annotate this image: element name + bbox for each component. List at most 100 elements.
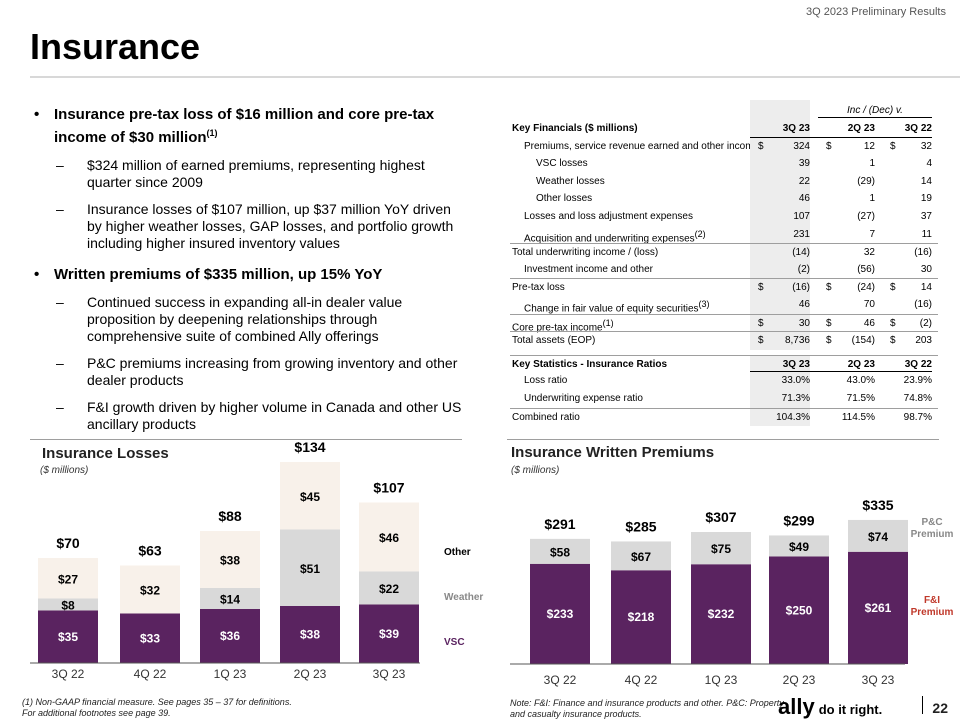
financials-row: Core pre-tax income(1) 30 $46 $ (2) $ <box>510 313 938 333</box>
bar-vsc-3q22 <box>38 610 98 663</box>
logo-wordmark: ally <box>778 694 815 719</box>
row-label-text: Losses and loss adjustment expenses <box>524 210 693 222</box>
cell-v3: (2) <box>919 317 932 329</box>
bar-value-label: $218 <box>628 610 655 624</box>
bullet-text: Written premiums of $335 million, up 15%… <box>54 266 383 283</box>
key-financials-table: Inc / (Dec) v. Key Financials ($ millions… <box>510 100 938 427</box>
row-label-text: Acquisition and underwriting expenses <box>524 232 695 244</box>
cell-v1: 33.0% <box>750 372 810 390</box>
bar-value-label: $67 <box>631 550 651 564</box>
cell-v2: (154) <box>851 335 875 347</box>
row-label-text: Change in fair value of equity securitie… <box>524 303 699 315</box>
cell-v1: 8,736 <box>750 332 810 350</box>
bar-value-label: $27 <box>58 572 78 586</box>
cell-v3: 14 <box>920 282 932 294</box>
cell-v3: 14 <box>920 175 932 187</box>
financials-row: Premiums, service revenue earned and oth… <box>510 137 938 156</box>
cell-v3: (16) <box>914 298 932 310</box>
bar-total-label: $70 <box>56 535 80 551</box>
x-tick-label: 1Q 23 <box>705 673 738 687</box>
cell-v1: 46 <box>750 295 810 314</box>
bullet-sub: Insurance losses of $107 million, up $37… <box>34 201 464 252</box>
losses-chart-subtitle: ($ millions) <box>40 465 89 476</box>
bar-value-label: $250 <box>786 603 813 617</box>
legend-label: Premium <box>911 529 954 540</box>
dollar-sign: $ <box>890 140 896 152</box>
bar-f-i-premium-1q23 <box>691 564 751 664</box>
bar-vsc-3q23 <box>359 604 419 663</box>
cell-v3: 19 <box>920 193 932 205</box>
bar-vsc-1q23 <box>200 609 260 663</box>
financials-row: Investment income and other (2) (56) 30 <box>510 260 938 279</box>
bar-total-label: $107 <box>373 480 404 496</box>
x-tick-label: 1Q 23 <box>214 667 247 681</box>
dollar-sign: $ <box>758 140 764 152</box>
bar-value-label: $51 <box>300 562 320 576</box>
dollar-sign: $ <box>890 282 896 294</box>
bar-other-4q22 <box>120 565 180 614</box>
row-label: Pre-tax loss <box>512 279 565 297</box>
page-number: 22 <box>932 700 948 716</box>
bar-vsc-2q23 <box>280 606 340 663</box>
cell-v1: 107 <box>750 207 810 226</box>
cell-v3: 74.8% <box>903 392 932 404</box>
bullet-sub: $324 million of earned premiums, represe… <box>34 157 464 191</box>
header-underline <box>750 136 932 138</box>
cell-v1: 46 <box>750 190 810 208</box>
cell-v1: 231 <box>750 225 810 244</box>
bar-value-label: $46 <box>379 531 399 545</box>
financials-row: Losses and loss adjustment expenses 107 (2… <box>510 207 938 226</box>
x-tick-label: 2Q 23 <box>294 667 327 681</box>
bar-p-c-premium-2q23 <box>769 535 829 557</box>
bar-value-label: $35 <box>58 630 78 644</box>
row-label: Total underwriting income / (loss) <box>512 244 658 262</box>
cell-v3: 203 <box>915 335 932 347</box>
row-label-text: Investment income and other <box>524 263 653 275</box>
inc-dec-header-row: Inc / (Dec) v. <box>510 100 938 120</box>
bar-p-c-premium-1q23 <box>691 531 751 565</box>
financials-header-row: Key Financials ($ millions) 3Q 23 2Q 23 3Q … <box>510 120 938 138</box>
cell-v1: (14) <box>750 244 810 262</box>
bar-f-i-premium-4q22 <box>611 570 671 664</box>
bar-weather-1q23 <box>200 588 260 609</box>
bar-other-2q23 <box>280 462 340 530</box>
col-header-2q23: 2Q 23 <box>847 123 875 134</box>
bar-value-label: $8 <box>61 599 75 613</box>
bullet-sub: P&C premiums increasing from growing inv… <box>34 355 464 389</box>
bar-p-c-premium-4q22 <box>611 541 671 571</box>
financials-row: Total assets (EOP) 8,736 $ (154) $203 $ <box>510 331 938 350</box>
footnote-left: (1) Non-GAAP financial measure. See page… <box>22 697 292 719</box>
cell-v2: 46 <box>863 317 875 329</box>
dollar-sign: $ <box>826 282 832 294</box>
row-label: Loss ratio <box>524 375 568 387</box>
statistics-header-row: Key Statistics - Insurance Ratios 3Q 23 2Q… <box>510 354 938 374</box>
bar-f-i-premium-3q23 <box>848 551 908 664</box>
bar-total-label: $63 <box>138 543 162 559</box>
row-label: Change in fair value of equity securitie… <box>524 296 710 318</box>
row-label-text: VSC losses <box>536 158 588 170</box>
dollar-sign: $ <box>758 317 764 329</box>
bullet-text: $324 million of earned premiums, represe… <box>87 157 425 190</box>
row-label: Acquisition and underwriting expenses(2) <box>524 226 706 248</box>
financials-row: VSC losses 39 1 4 <box>510 155 938 173</box>
cell-v1: 324 <box>750 137 810 156</box>
bar-total-label: $88 <box>218 508 242 524</box>
bar-value-label: $32 <box>140 584 160 598</box>
financials-row: Weather losses 22 (29) 14 <box>510 172 938 191</box>
financials-row: Other losses 46 1 19 <box>510 190 938 208</box>
bar-weather-2q23 <box>280 529 340 606</box>
x-tick-label: 4Q 22 <box>625 673 658 687</box>
dollar-sign: $ <box>890 335 896 347</box>
losses-chart-title: Insurance Losses <box>42 445 169 462</box>
bullet-list: Insurance pre-tax loss of $16 million an… <box>34 106 464 443</box>
bar-value-label: $39 <box>379 627 399 641</box>
bar-value-label: $261 <box>865 601 892 615</box>
col-header-3q22: 3Q 22 <box>904 123 932 134</box>
row-footnote-ref: (3) <box>698 298 710 309</box>
cell-v2: 70 <box>863 298 875 310</box>
table-header-label: Key Statistics - Insurance Ratios <box>512 358 668 370</box>
row-label-text: Core pre-tax income <box>512 321 603 333</box>
cell-v2: 32 <box>863 247 875 259</box>
cell-v2: (24) <box>857 282 875 294</box>
cell-v2: 12 <box>863 140 875 152</box>
